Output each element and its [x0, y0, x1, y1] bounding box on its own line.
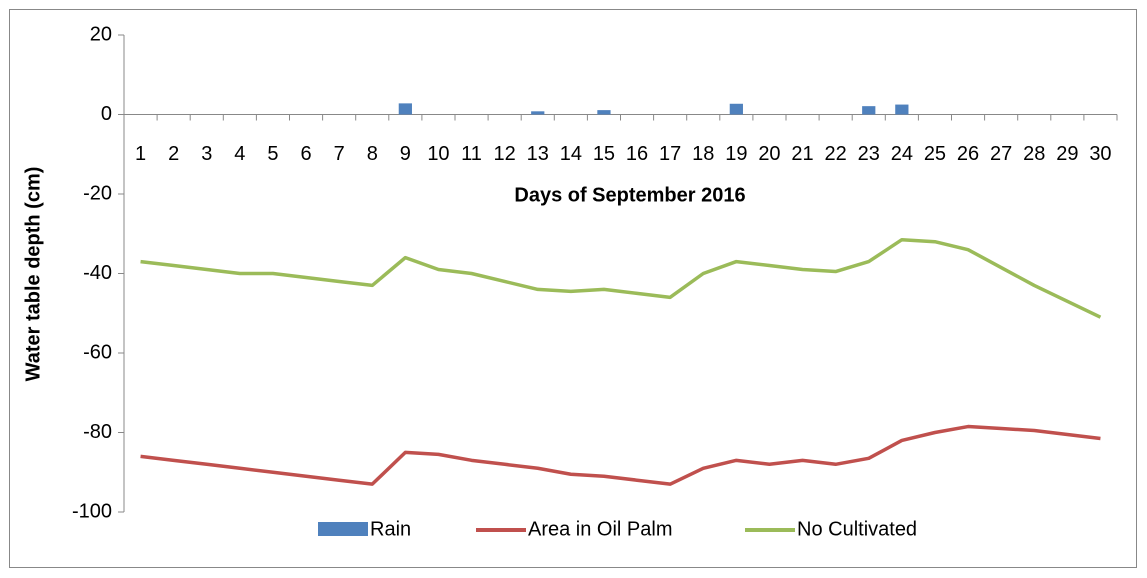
x-tick-label: 22: [825, 143, 847, 165]
x-tick-label: 28: [1023, 143, 1045, 165]
x-tick-label: 19: [725, 143, 747, 165]
y-tick-label: -40: [83, 262, 112, 284]
y-tick-label: 0: [101, 103, 112, 125]
x-tick-label: 13: [527, 143, 549, 165]
x-tick-label: 14: [560, 143, 582, 165]
y-tick-label: -100: [72, 500, 112, 522]
x-tick-label: 1: [135, 143, 146, 165]
line-series: [140, 237, 1102, 319]
legend-label: No Cultivated: [797, 518, 917, 540]
chart-border: [9, 9, 1137, 568]
x-tick-label: 23: [858, 143, 880, 165]
y-tick-label: -80: [83, 421, 112, 443]
x-tick-label: 15: [593, 143, 615, 165]
x-tick-label: 12: [494, 143, 516, 165]
x-tick-label: 24: [891, 143, 913, 165]
x-tick-label: 10: [427, 143, 449, 165]
y-tick-label: 20: [90, 23, 112, 45]
x-tick-label: 9: [400, 143, 411, 165]
x-axis-title: Days of September 2016: [514, 184, 745, 206]
x-tick-label: 4: [234, 143, 245, 165]
line-series: [140, 424, 1101, 486]
x-tick-label: 27: [990, 143, 1012, 165]
bar: [729, 103, 743, 115]
legend-label: Area in Oil Palm: [528, 518, 673, 540]
legend-label: Rain: [370, 518, 411, 540]
x-tick-label: 3: [201, 143, 212, 165]
x-tick-label: 20: [758, 143, 780, 165]
bar: [895, 104, 909, 115]
x-tick-label: 8: [367, 143, 378, 165]
x-tick-label: 29: [1056, 143, 1078, 165]
y-tick-label: -20: [83, 182, 112, 204]
x-tick-label: 21: [791, 143, 813, 165]
x-tick-label: 11: [461, 143, 482, 165]
x-tick-label: 30: [1089, 143, 1111, 165]
x-tick-label: 25: [924, 143, 946, 165]
y-tick-label: -60: [83, 341, 112, 363]
y-axis-title: Water table depth (cm): [22, 167, 44, 382]
x-tick-label: 26: [957, 143, 979, 165]
x-tick-label: 7: [334, 143, 345, 165]
bar: [398, 103, 412, 115]
x-tick-label: 16: [626, 143, 648, 165]
legend-swatch: [318, 522, 368, 536]
x-tick-label: 2: [168, 143, 179, 165]
x-tick-label: 17: [659, 143, 681, 165]
bar: [597, 110, 611, 115]
bar: [531, 111, 545, 115]
bar: [862, 106, 876, 115]
x-tick-label: 5: [267, 143, 278, 165]
x-tick-label: 6: [300, 143, 311, 165]
x-tick-label: 18: [692, 143, 714, 165]
